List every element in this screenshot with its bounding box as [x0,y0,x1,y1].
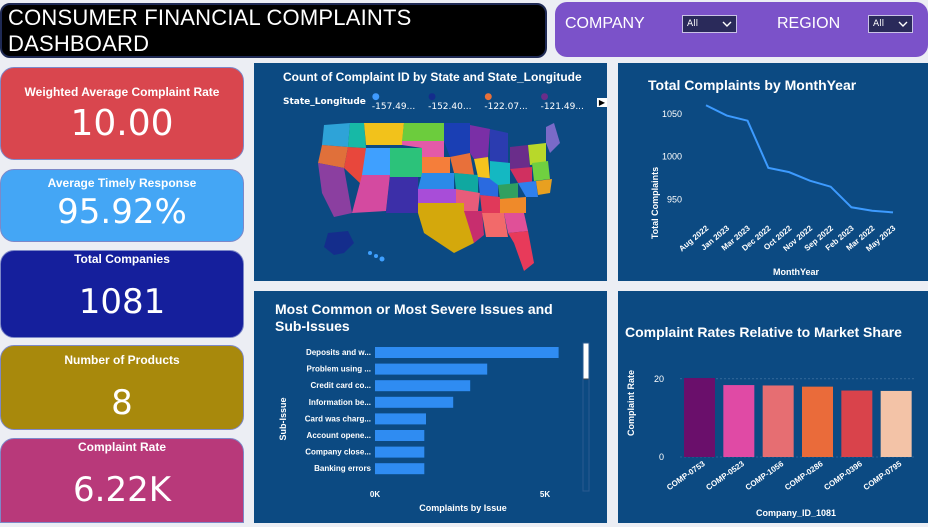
y-tick-label: Deposits and w... [306,348,371,357]
y-tick-label: 1000 [662,152,682,162]
x-tick-label: COMP-0795 [862,459,904,492]
hawaii-shape [368,251,385,262]
company-bar[interactable] [880,390,912,457]
y-tick-label: Problem using ... [307,365,371,374]
issues-chart-panel: Most Common or Most Severe Issues and Su… [254,291,607,523]
kpi-value: 10.00 [70,103,174,144]
map-legend-title: State_Longitude [283,97,366,107]
line-chart-panel: Total Complaints by MonthYear Total Comp… [618,63,928,281]
region-dropdown[interactable]: All [868,15,913,33]
region-filter-label: REGION [777,15,841,32]
company-bar[interactable] [841,390,873,457]
kpi-average-timely-response: Average Timely Response 95.92% [0,169,244,242]
y-tick-label: Information be... [309,398,371,407]
map-panel: Count of Complaint ID by State and State… [254,63,607,281]
issue-bar[interactable] [375,463,425,475]
issue-bar[interactable] [375,413,426,425]
kpi-total-companies: Total Companies 1081 [0,250,244,338]
issues-chart-title-line1: Most Common or Most Severe Issues and [275,301,553,317]
kpi-value: 1081 [78,282,166,322]
chevron-down-icon [722,21,732,27]
chevron-down-icon [898,21,908,27]
y-tick-label: 950 [667,195,682,205]
y-tick-label: Credit card co... [311,381,371,390]
market-share-chart-title: Complaint Rates Relative to Market Share [625,324,902,340]
market-share-chart-panel: Complaint Rates Relative to Market Share… [618,291,928,523]
map-title: Count of Complaint ID by State and State… [283,70,582,84]
kpi-value: 8 [111,383,133,423]
company-bar[interactable] [802,386,833,457]
x-tick-label: COMP-0286 [783,459,825,492]
legend-item: ● -157.49... [371,92,416,112]
x-tick-label: COMP-0396 [822,459,864,492]
kpi-number-of-products: Number of Products 8 [0,345,244,430]
issue-bar[interactable] [375,347,559,358]
company-dropdown-value: All [687,19,699,29]
issues-bar-chart[interactable]: Most Common or Most Severe Issues and Su… [254,291,607,523]
filter-bar: COMPANY All REGION All [555,2,928,57]
issue-bar[interactable] [375,380,471,392]
y-tick-label: Account opene... [307,431,371,440]
market-share-bar-chart[interactable]: Complaint Rates Relative to Market Share… [618,291,928,523]
kpi-label: Complaint Rate [77,440,166,454]
company-bar[interactable] [684,378,715,457]
kpi-label: Weighted Average Complaint Rate [24,85,220,99]
legend-item: ● -122.07... [484,92,528,112]
issue-bar[interactable] [375,363,488,375]
alaska-shape [324,231,354,255]
scrollbar-thumb[interactable] [582,342,590,380]
y-tick-label: 0 [659,452,664,462]
line-chart-title: Total Complaints by MonthYear [648,77,857,93]
y-tick-label: 20 [654,374,664,384]
company-bar[interactable] [723,385,755,457]
y-tick-label: Banking errors [314,464,371,473]
issue-bar[interactable] [375,446,425,458]
kpi-weighted-complaint-rate: Weighted Average Complaint Rate 10.00 [0,67,244,160]
x-tick-label: COMP-1056 [744,459,786,492]
x-tick-label: COMP-0523 [704,459,746,492]
y-tick-label: Company close... [305,448,371,457]
legend-next-arrow-icon[interactable]: ▶ [596,97,607,107]
x-tick-label: 5K [540,490,550,499]
market-share-chart-xlabel: Company_ID_1081 [756,508,836,518]
issue-bar[interactable] [375,396,454,408]
line-chart-ylabel: Total Complaints [650,167,660,239]
kpi-value: 95.92% [57,192,187,232]
issues-chart-title-line2: Sub-Issues [275,318,350,334]
state-shapes [318,123,560,271]
y-tick-label: 1050 [662,109,682,119]
company-dropdown[interactable]: All [682,15,737,33]
line-chart[interactable]: Total Complaints by MonthYear Total Comp… [618,63,928,281]
company-filter-label: COMPANY [565,15,645,32]
scrollbar-track[interactable] [582,342,590,492]
region-dropdown-value: All [873,19,885,29]
issues-chart-xlabel: Complaints by Issue [419,503,507,513]
dashboard-title: CONSUMER FINANCIAL COMPLAINTS DASHBOARD [0,3,547,58]
y-tick-label: Card was charg... [305,414,371,423]
kpi-label: Number of Products [64,353,180,367]
company-bar[interactable] [762,385,794,457]
us-state-map[interactable] [314,113,564,273]
map-legend: State_Longitude ● -157.49... ● -152.40..… [283,92,607,112]
issues-chart-ylabel: Sub-Issue [278,397,288,440]
legend-item: ● -152.40... [428,92,472,112]
market-share-chart-ylabel: Complaint Rate [626,370,636,436]
x-tick-label: 0K [370,490,380,499]
issue-bar[interactable] [375,430,425,441]
x-tick-label: COMP-0753 [665,459,707,492]
kpi-label: Average Timely Response [47,176,197,190]
legend-item: ● -121.49... [540,92,584,112]
line-series [705,104,894,214]
kpi-value: 6.22K [73,470,171,510]
kpi-complaint-rate: Complaint Rate 6.22K [0,438,244,523]
kpi-label: Total Companies [74,252,170,266]
line-chart-xlabel: MonthYear [773,267,820,277]
